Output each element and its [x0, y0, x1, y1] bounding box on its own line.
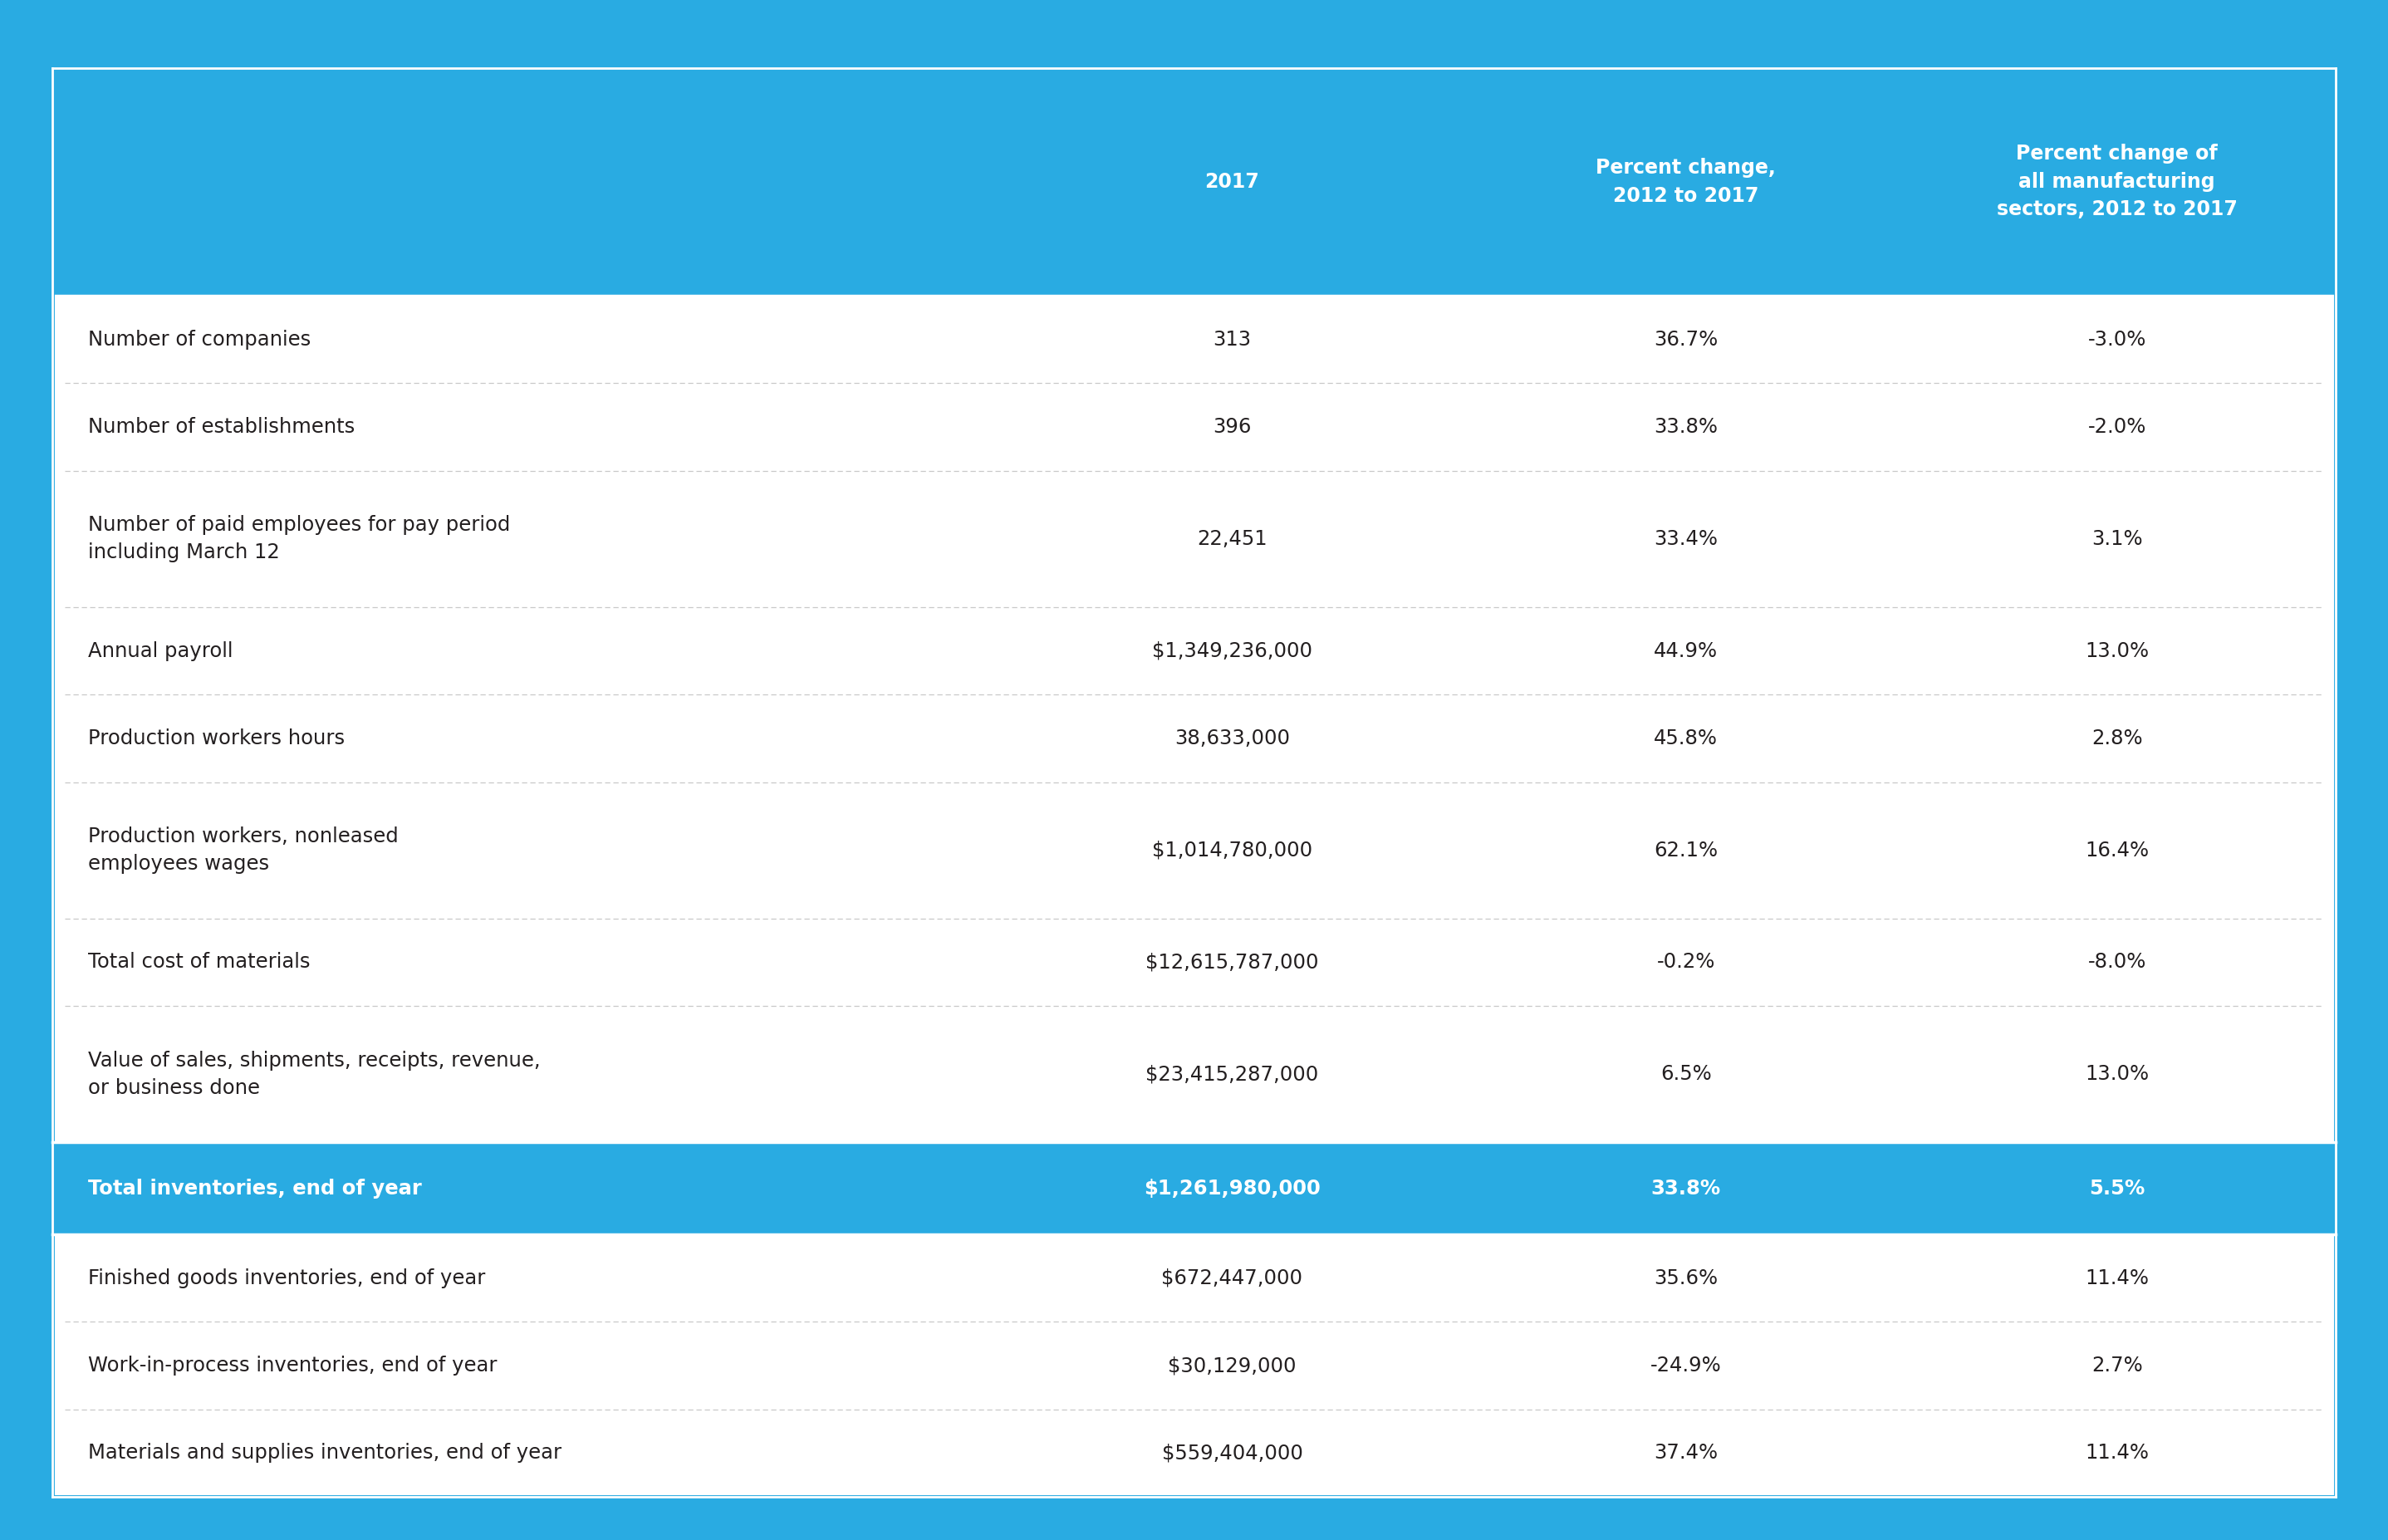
Text: 37.4%: 37.4%: [1655, 1443, 1717, 1463]
Text: Percent change of
all manufacturing
sectors, 2012 to 2017: Percent change of all manufacturing sect…: [1996, 143, 2238, 220]
Text: 11.4%: 11.4%: [2085, 1267, 2149, 1287]
Text: 2.7%: 2.7%: [2092, 1355, 2142, 1375]
Text: 6.5%: 6.5%: [1660, 1064, 1712, 1084]
Text: Production workers hours: Production workers hours: [88, 728, 346, 748]
Text: -8.0%: -8.0%: [2087, 952, 2147, 972]
Text: 11.4%: 11.4%: [2085, 1443, 2149, 1463]
Text: 13.0%: 13.0%: [2085, 1064, 2149, 1084]
Text: Total cost of materials: Total cost of materials: [88, 952, 310, 972]
Bar: [53, 68, 2335, 296]
Text: $559,404,000: $559,404,000: [1161, 1443, 1304, 1463]
Text: 2.8%: 2.8%: [2092, 728, 2142, 748]
Bar: [53, 1143, 2335, 1235]
Text: Number of companies: Number of companies: [88, 330, 310, 350]
Text: 5.5%: 5.5%: [2090, 1178, 2144, 1198]
Text: Total inventories, end of year: Total inventories, end of year: [88, 1178, 423, 1198]
Text: 396: 396: [1213, 417, 1251, 437]
Text: Production workers, nonleased
employees wages: Production workers, nonleased employees …: [88, 827, 399, 873]
Text: 313: 313: [1213, 330, 1251, 350]
Text: Number of paid employees for pay period
including March 12: Number of paid employees for pay period …: [88, 516, 511, 562]
Text: -3.0%: -3.0%: [2087, 330, 2147, 350]
Text: 62.1%: 62.1%: [1655, 841, 1717, 861]
Text: 38,633,000: 38,633,000: [1175, 728, 1290, 748]
Text: $1,014,780,000: $1,014,780,000: [1151, 841, 1313, 861]
Text: 22,451: 22,451: [1196, 528, 1268, 548]
Text: 45.8%: 45.8%: [1655, 728, 1717, 748]
Text: Number of establishments: Number of establishments: [88, 417, 356, 437]
Text: 44.9%: 44.9%: [1655, 641, 1717, 661]
Text: 36.7%: 36.7%: [1655, 330, 1717, 350]
Text: 13.0%: 13.0%: [2085, 641, 2149, 661]
Text: Materials and supplies inventories, end of year: Materials and supplies inventories, end …: [88, 1443, 561, 1463]
Text: $23,415,287,000: $23,415,287,000: [1146, 1064, 1318, 1084]
Text: -2.0%: -2.0%: [2087, 417, 2147, 437]
Text: $1,349,236,000: $1,349,236,000: [1151, 641, 1313, 661]
Text: Finished goods inventories, end of year: Finished goods inventories, end of year: [88, 1267, 485, 1287]
Text: $672,447,000: $672,447,000: [1161, 1267, 1304, 1287]
Text: 2017: 2017: [1206, 172, 1258, 191]
Text: Value of sales, shipments, receipts, revenue,
or business done: Value of sales, shipments, receipts, rev…: [88, 1050, 540, 1098]
Text: 35.6%: 35.6%: [1655, 1267, 1717, 1287]
Text: Percent change,
2012 to 2017: Percent change, 2012 to 2017: [1595, 157, 1777, 206]
Text: 3.1%: 3.1%: [2092, 528, 2142, 548]
Text: -24.9%: -24.9%: [1650, 1355, 1722, 1375]
Text: -0.2%: -0.2%: [1657, 952, 1715, 972]
Text: 16.4%: 16.4%: [2085, 841, 2149, 861]
Text: 33.4%: 33.4%: [1655, 528, 1717, 548]
Text: 33.8%: 33.8%: [1650, 1178, 1722, 1198]
Text: 33.8%: 33.8%: [1655, 417, 1717, 437]
Text: $1,261,980,000: $1,261,980,000: [1144, 1178, 1321, 1198]
Text: Work-in-process inventories, end of year: Work-in-process inventories, end of year: [88, 1355, 497, 1375]
Text: $12,615,787,000: $12,615,787,000: [1146, 952, 1318, 972]
Text: Annual payroll: Annual payroll: [88, 641, 234, 661]
Text: $30,129,000: $30,129,000: [1168, 1355, 1297, 1375]
